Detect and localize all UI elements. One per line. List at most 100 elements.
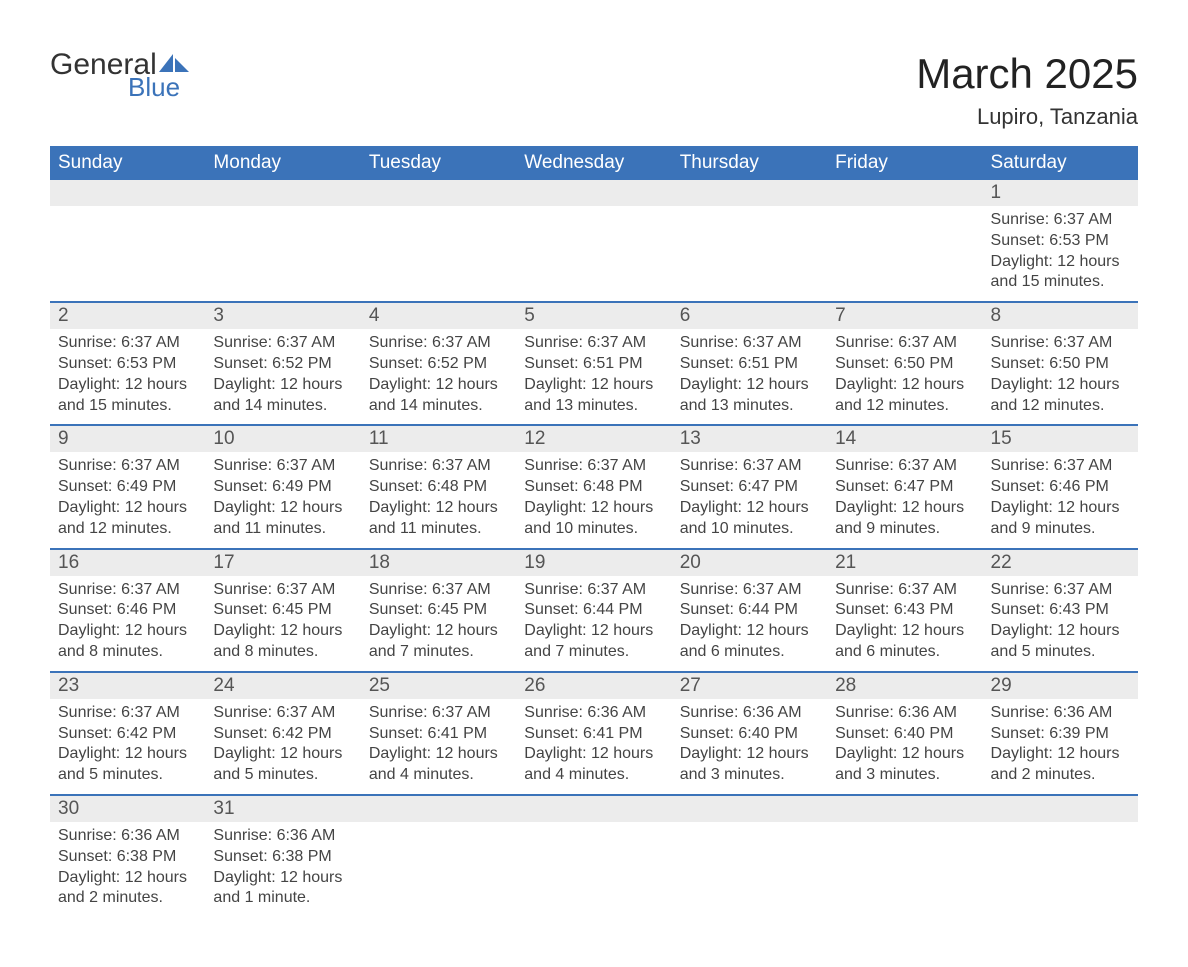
sunset-line: Sunset: 6:44 PM [524, 600, 663, 621]
sunset-line: Sunset: 6:38 PM [213, 847, 352, 868]
calendar-day-cell: 21Sunrise: 6:37 AMSunset: 6:43 PMDayligh… [827, 549, 982, 672]
sunrise-line: Sunrise: 6:37 AM [524, 333, 663, 354]
day-detail: Sunrise: 6:37 AMSunset: 6:47 PMDaylight:… [827, 452, 982, 547]
sunset-line: Sunset: 6:49 PM [213, 477, 352, 498]
daylight-line: Daylight: 12 hours and 13 minutes. [524, 375, 663, 417]
day-detail: Sunrise: 6:37 AMSunset: 6:46 PMDaylight:… [50, 576, 205, 671]
calendar-week-row: 23Sunrise: 6:37 AMSunset: 6:42 PMDayligh… [50, 672, 1138, 795]
calendar-day-cell [361, 795, 516, 917]
calendar-day-cell [516, 180, 671, 302]
day-number [672, 180, 827, 206]
brand-sub: Blue [128, 74, 189, 100]
daylight-line: Daylight: 12 hours and 9 minutes. [991, 498, 1130, 540]
day-detail: Sunrise: 6:36 AMSunset: 6:40 PMDaylight:… [827, 699, 982, 794]
daylight-line: Daylight: 12 hours and 8 minutes. [213, 621, 352, 663]
sunset-line: Sunset: 6:52 PM [213, 354, 352, 375]
day-detail [516, 206, 671, 286]
title-block: March 2025 Lupiro, Tanzania [916, 50, 1138, 130]
sunset-line: Sunset: 6:49 PM [58, 477, 197, 498]
day-detail: Sunrise: 6:37 AMSunset: 6:46 PMDaylight:… [983, 452, 1138, 547]
day-detail: Sunrise: 6:37 AMSunset: 6:45 PMDaylight:… [361, 576, 516, 671]
day-detail [361, 206, 516, 286]
calendar-day-cell: 4Sunrise: 6:37 AMSunset: 6:52 PMDaylight… [361, 302, 516, 425]
day-number: 24 [205, 673, 360, 699]
sunrise-line: Sunrise: 6:37 AM [835, 456, 974, 477]
sunset-line: Sunset: 6:53 PM [991, 231, 1130, 252]
day-number [516, 796, 671, 822]
calendar-day-cell: 14Sunrise: 6:37 AMSunset: 6:47 PMDayligh… [827, 425, 982, 548]
calendar-week-row: 1Sunrise: 6:37 AMSunset: 6:53 PMDaylight… [50, 180, 1138, 302]
calendar-day-cell: 27Sunrise: 6:36 AMSunset: 6:40 PMDayligh… [672, 672, 827, 795]
sunset-line: Sunset: 6:48 PM [369, 477, 508, 498]
sunset-line: Sunset: 6:40 PM [835, 724, 974, 745]
sunrise-line: Sunrise: 6:37 AM [524, 456, 663, 477]
day-number [361, 180, 516, 206]
sunset-line: Sunset: 6:42 PM [213, 724, 352, 745]
day-number [361, 796, 516, 822]
sunset-line: Sunset: 6:51 PM [524, 354, 663, 375]
day-detail: Sunrise: 6:37 AMSunset: 6:51 PMDaylight:… [672, 329, 827, 424]
sunrise-line: Sunrise: 6:37 AM [213, 456, 352, 477]
calendar-day-cell: 10Sunrise: 6:37 AMSunset: 6:49 PMDayligh… [205, 425, 360, 548]
calendar-day-cell [50, 180, 205, 302]
daylight-line: Daylight: 12 hours and 6 minutes. [680, 621, 819, 663]
sunrise-line: Sunrise: 6:37 AM [213, 580, 352, 601]
day-detail: Sunrise: 6:37 AMSunset: 6:53 PMDaylight:… [983, 206, 1138, 301]
day-detail: Sunrise: 6:37 AMSunset: 6:42 PMDaylight:… [205, 699, 360, 794]
day-number: 16 [50, 550, 205, 576]
day-detail: Sunrise: 6:37 AMSunset: 6:41 PMDaylight:… [361, 699, 516, 794]
day-detail [205, 206, 360, 286]
sunset-line: Sunset: 6:43 PM [835, 600, 974, 621]
sunset-line: Sunset: 6:39 PM [991, 724, 1130, 745]
calendar-day-cell [827, 180, 982, 302]
day-number: 12 [516, 426, 671, 452]
day-number [827, 180, 982, 206]
sunset-line: Sunset: 6:45 PM [213, 600, 352, 621]
daylight-line: Daylight: 12 hours and 5 minutes. [58, 744, 197, 786]
sunset-line: Sunset: 6:47 PM [835, 477, 974, 498]
calendar-day-cell: 24Sunrise: 6:37 AMSunset: 6:42 PMDayligh… [205, 672, 360, 795]
sunrise-line: Sunrise: 6:37 AM [58, 703, 197, 724]
daylight-line: Daylight: 12 hours and 5 minutes. [991, 621, 1130, 663]
weekday-header: Friday [827, 146, 982, 180]
day-detail [516, 822, 671, 902]
day-number [205, 180, 360, 206]
calendar-day-cell: 12Sunrise: 6:37 AMSunset: 6:48 PMDayligh… [516, 425, 671, 548]
sunset-line: Sunset: 6:43 PM [991, 600, 1130, 621]
day-detail [983, 822, 1138, 902]
day-number [516, 180, 671, 206]
day-number: 4 [361, 303, 516, 329]
weekday-header-row: Sunday Monday Tuesday Wednesday Thursday… [50, 146, 1138, 180]
calendar-table: Sunday Monday Tuesday Wednesday Thursday… [50, 146, 1138, 917]
day-number: 14 [827, 426, 982, 452]
calendar-day-cell: 30Sunrise: 6:36 AMSunset: 6:38 PMDayligh… [50, 795, 205, 917]
day-detail: Sunrise: 6:37 AMSunset: 6:52 PMDaylight:… [205, 329, 360, 424]
sunset-line: Sunset: 6:41 PM [524, 724, 663, 745]
calendar-day-cell: 29Sunrise: 6:36 AMSunset: 6:39 PMDayligh… [983, 672, 1138, 795]
day-number: 6 [672, 303, 827, 329]
calendar-day-cell: 20Sunrise: 6:37 AMSunset: 6:44 PMDayligh… [672, 549, 827, 672]
day-number: 28 [827, 673, 982, 699]
day-number: 3 [205, 303, 360, 329]
day-number: 29 [983, 673, 1138, 699]
day-detail: Sunrise: 6:37 AMSunset: 6:45 PMDaylight:… [205, 576, 360, 671]
calendar-day-cell: 1Sunrise: 6:37 AMSunset: 6:53 PMDaylight… [983, 180, 1138, 302]
daylight-line: Daylight: 12 hours and 14 minutes. [213, 375, 352, 417]
calendar-day-cell [672, 795, 827, 917]
day-detail [361, 822, 516, 902]
daylight-line: Daylight: 12 hours and 8 minutes. [58, 621, 197, 663]
day-number [827, 796, 982, 822]
sunset-line: Sunset: 6:44 PM [680, 600, 819, 621]
day-detail: Sunrise: 6:37 AMSunset: 6:43 PMDaylight:… [983, 576, 1138, 671]
sunrise-line: Sunrise: 6:37 AM [835, 333, 974, 354]
sunrise-line: Sunrise: 6:37 AM [369, 456, 508, 477]
calendar-day-cell: 8Sunrise: 6:37 AMSunset: 6:50 PMDaylight… [983, 302, 1138, 425]
day-number: 13 [672, 426, 827, 452]
sunrise-line: Sunrise: 6:37 AM [58, 456, 197, 477]
sunrise-line: Sunrise: 6:36 AM [835, 703, 974, 724]
day-number: 17 [205, 550, 360, 576]
sunrise-line: Sunrise: 6:36 AM [58, 826, 197, 847]
calendar-day-cell: 3Sunrise: 6:37 AMSunset: 6:52 PMDaylight… [205, 302, 360, 425]
day-detail: Sunrise: 6:37 AMSunset: 6:50 PMDaylight:… [983, 329, 1138, 424]
sunrise-line: Sunrise: 6:36 AM [680, 703, 819, 724]
